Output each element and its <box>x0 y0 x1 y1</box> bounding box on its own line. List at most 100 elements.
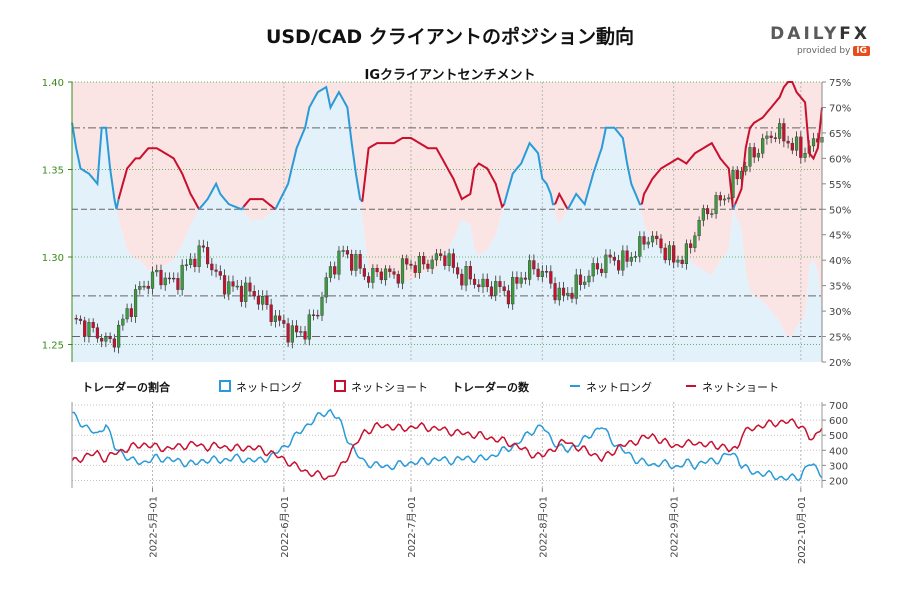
candle-body <box>532 260 536 270</box>
candle-body <box>320 296 324 316</box>
count-tick-label: 300 <box>829 461 848 472</box>
candle-body <box>769 135 773 138</box>
candle-body <box>78 318 83 321</box>
legend-count-title: トレーダーの数 <box>452 380 530 394</box>
count-tick-label: 500 <box>829 431 848 442</box>
candle-body <box>799 136 803 158</box>
candle-body <box>337 250 341 275</box>
candle-body <box>91 322 95 328</box>
candle-body <box>176 278 180 290</box>
candle-body <box>655 235 659 240</box>
candle-body <box>405 258 409 265</box>
candle-body <box>697 220 701 237</box>
candle-body <box>117 324 121 348</box>
candle-body <box>150 271 155 289</box>
candle-body <box>672 245 676 263</box>
candle-body <box>256 295 261 305</box>
candle-body <box>358 254 362 269</box>
candle-body <box>731 170 735 198</box>
candle-body <box>790 142 794 151</box>
candle-body <box>74 318 78 320</box>
long-percent-line <box>71 81 823 211</box>
count-tick-label: 400 <box>829 446 848 457</box>
candle-body <box>286 323 290 343</box>
candle-body <box>345 250 350 255</box>
candle-body <box>515 277 519 284</box>
candle-body <box>765 135 769 139</box>
reference-lines <box>72 127 822 338</box>
long-percent-segment <box>503 141 556 206</box>
candle-body <box>163 277 167 286</box>
percent-tick-label: 45% <box>829 231 851 242</box>
candle-body <box>205 247 210 265</box>
candle-body <box>659 238 663 249</box>
candle-body <box>511 277 515 305</box>
candle-body <box>650 235 655 243</box>
candle-body <box>485 278 489 288</box>
x-tick-label: 2022-10月-01 <box>796 496 808 564</box>
candle-body <box>350 254 354 271</box>
candle-body <box>752 147 756 158</box>
candle-body <box>383 268 388 281</box>
price-tick-label: 1.35 <box>42 166 64 177</box>
candle-body <box>684 243 689 265</box>
candle-body <box>468 266 472 280</box>
candle-body <box>566 292 570 296</box>
short-percent-segment <box>554 191 569 210</box>
long-zone <box>72 87 822 362</box>
candle-body <box>231 281 235 287</box>
candle-body <box>489 286 494 296</box>
sentiment-zones <box>72 82 822 362</box>
brand-name-daily: DAILY <box>770 24 840 44</box>
candle-body <box>604 254 608 273</box>
candle-body <box>138 286 142 290</box>
percent-tick-label: 20% <box>829 358 851 369</box>
candle-body <box>239 285 244 302</box>
candle-body <box>680 259 684 265</box>
candle-body <box>667 245 672 261</box>
candle-body <box>95 327 100 339</box>
percent-tick-label: 60% <box>829 154 851 165</box>
x-tick-label: 2022-8月-01 <box>537 496 549 558</box>
percent-tick-label: 30% <box>829 307 851 318</box>
candle-body <box>341 250 345 252</box>
candle-body <box>193 258 197 267</box>
lower-axes: 200 300 400 500 600 700 <box>71 401 848 488</box>
candle-body <box>273 315 277 322</box>
candle-body <box>735 170 739 180</box>
candle-body <box>417 256 422 273</box>
candle-body <box>621 250 625 271</box>
short-percent-segment <box>242 198 277 211</box>
candle-body <box>549 271 553 284</box>
candle-body <box>481 278 485 288</box>
count-tick-label: 700 <box>829 401 848 412</box>
brand-name-fx: FX <box>839 24 870 44</box>
price-tick-label: 1.40 <box>42 78 64 89</box>
candle-body <box>633 256 638 258</box>
candle-body <box>244 282 248 302</box>
candle-body <box>595 263 600 270</box>
candle-body <box>430 259 434 269</box>
brand-tagline: provided by IG <box>760 46 870 56</box>
candle-body <box>265 295 269 306</box>
long-percent-segment <box>732 203 737 210</box>
candle-body <box>210 263 214 271</box>
candle-body <box>108 336 112 339</box>
price-tick-label: 1.30 <box>42 253 64 264</box>
candle-body <box>553 283 557 301</box>
candle-body <box>392 271 396 275</box>
candle-body <box>646 241 650 245</box>
legend-ratio-title: トレーダーの割合 <box>82 380 171 394</box>
candle-body <box>748 147 752 167</box>
candle-body <box>400 258 405 284</box>
candle-body <box>676 259 680 263</box>
upper-axes: 1.25 1.30 1.35 1.40 20% 25% 30% 35% 40% 45% 50% 55%… <box>42 78 852 369</box>
long-percent-segment <box>274 85 364 210</box>
candle-body <box>778 123 782 139</box>
candle-body <box>133 289 138 317</box>
candle-body <box>172 277 176 280</box>
candle-body <box>561 287 566 296</box>
candle-body <box>663 247 667 261</box>
candle-body <box>557 287 561 301</box>
candle-body <box>396 274 400 284</box>
